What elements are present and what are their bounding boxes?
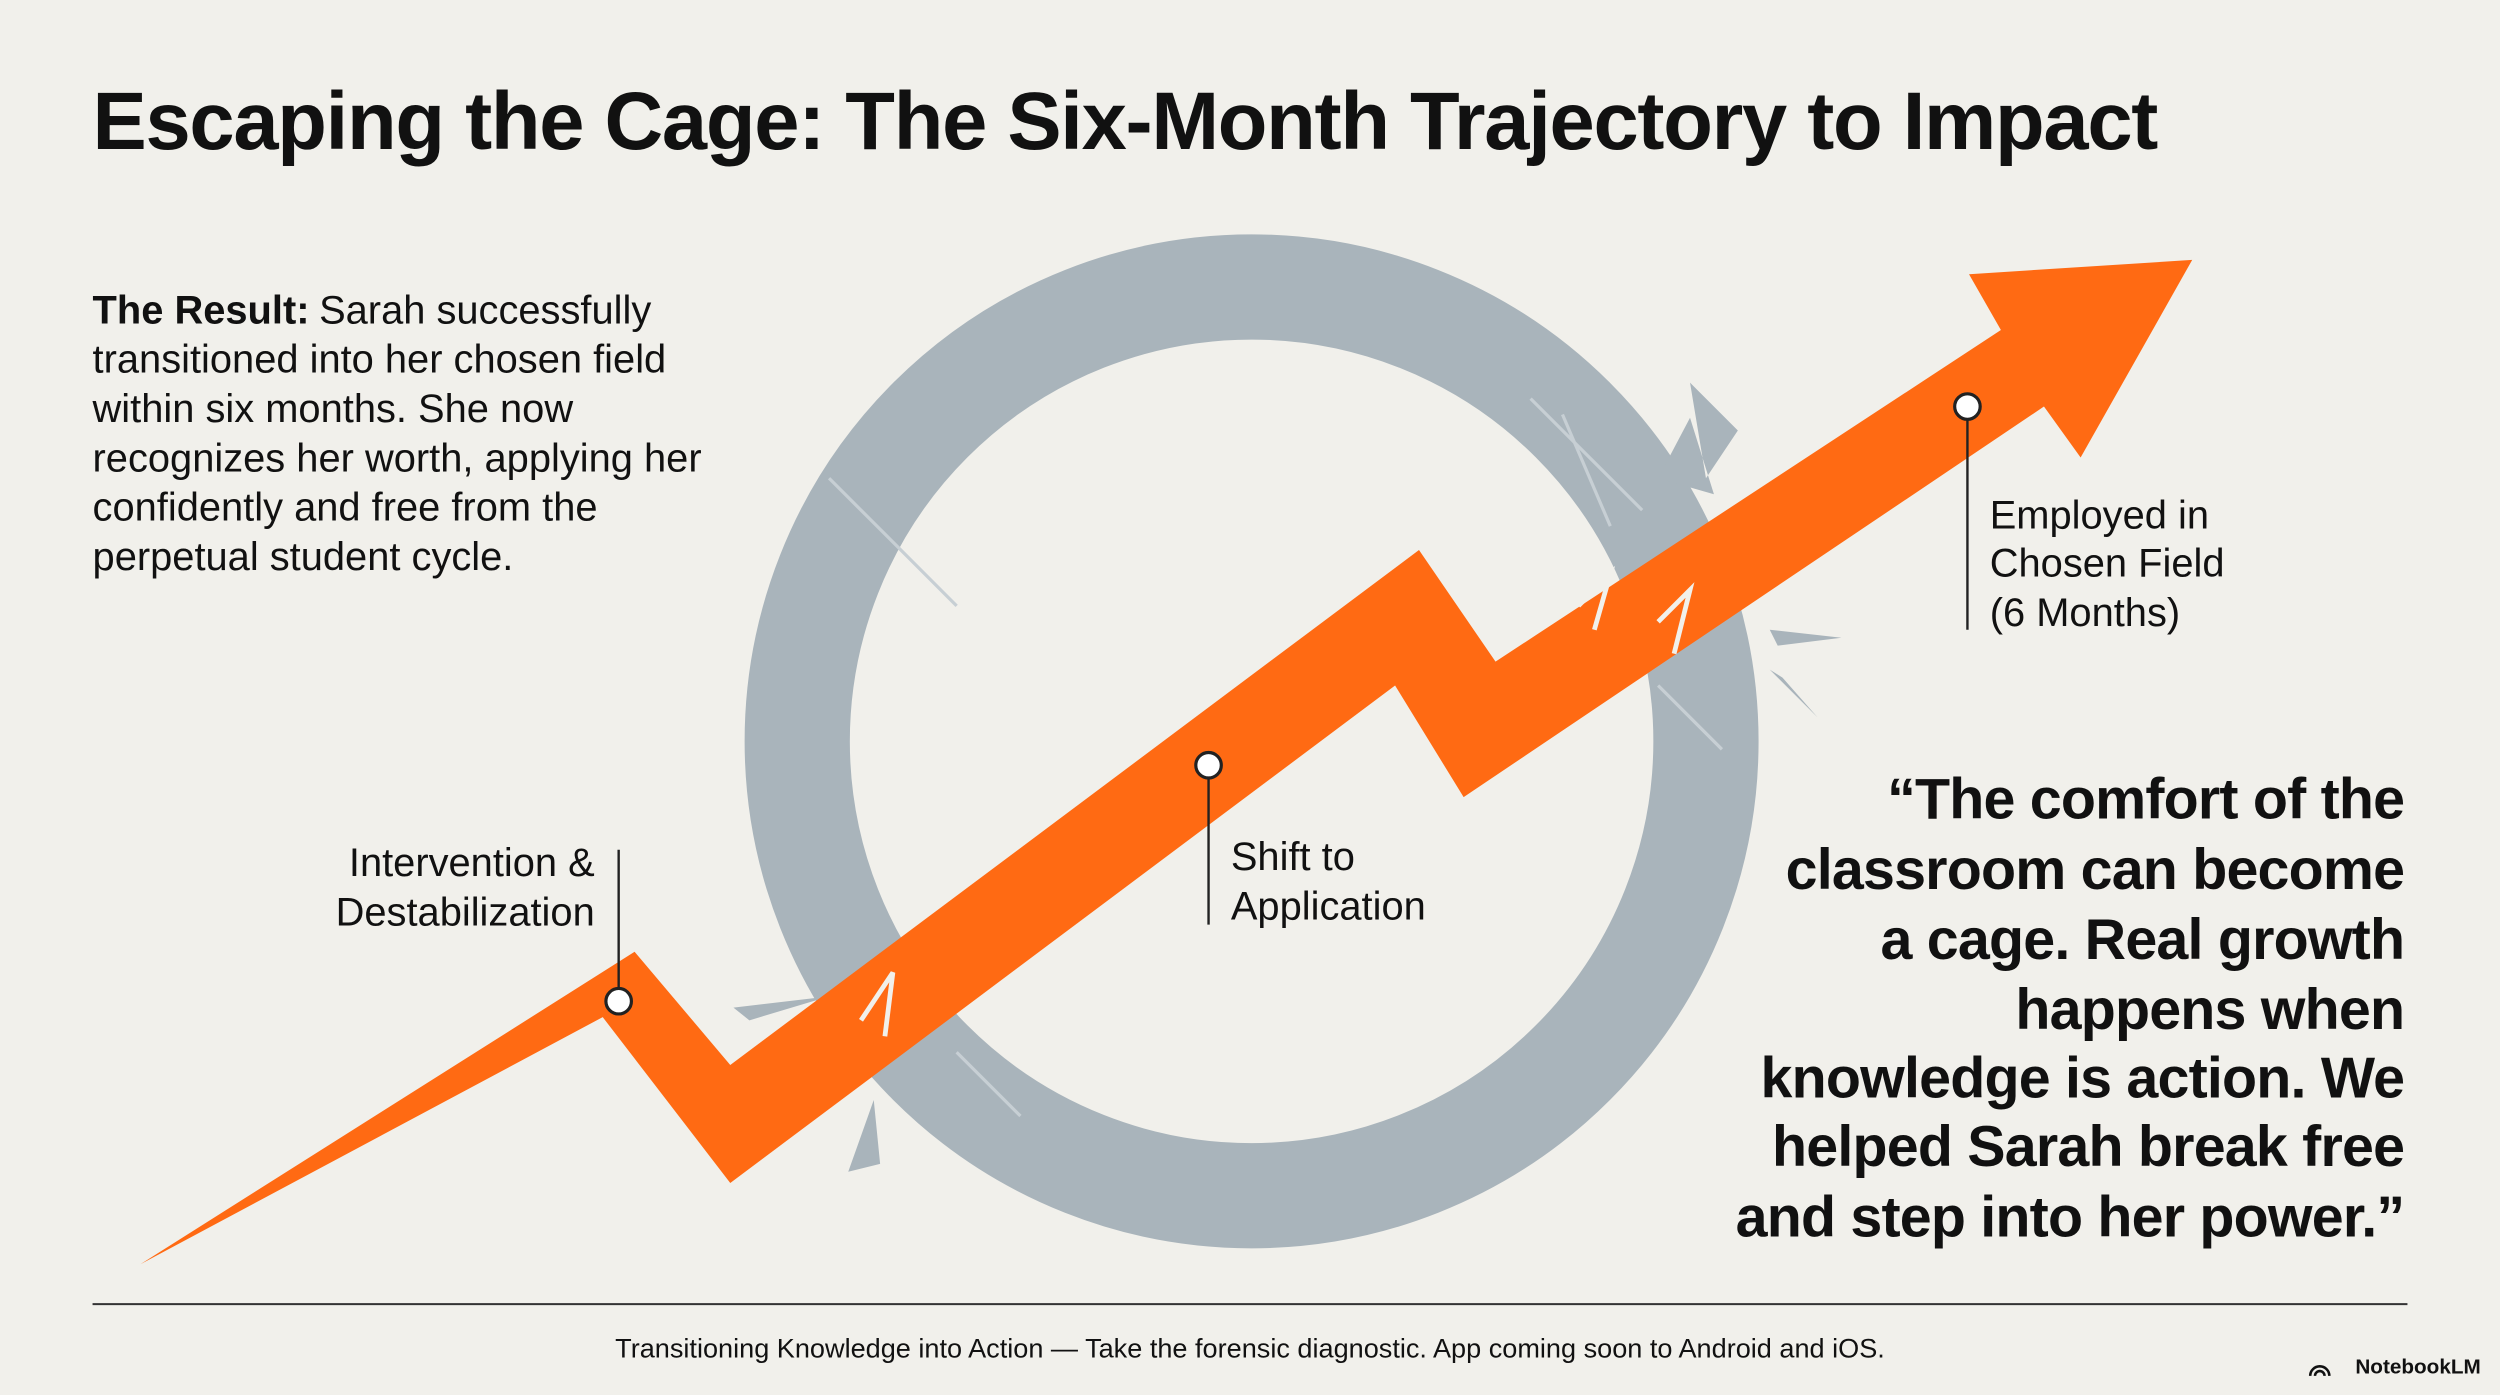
result-line: Sarah successfully: [319, 288, 651, 332]
result-line: transitioned into her chosen field: [93, 337, 667, 381]
result-text: The Result: Sarah successfully transition…: [92, 288, 702, 579]
milestone: Intervention & Destabilization: [336, 841, 634, 1016]
milestone-dot: [1953, 392, 1982, 421]
milestone-label: Shift to: [1231, 835, 1355, 879]
milestone-dot: [1194, 750, 1223, 780]
milestone-label: Destabilization: [336, 891, 595, 935]
quote-line: classroom can become: [1786, 838, 2405, 902]
result-label: The Result:: [93, 288, 310, 332]
milestone-label: Chosen Field: [1990, 542, 2225, 586]
milestone-label: Intervention &: [349, 841, 595, 885]
quote-line: knowledge is action. We: [1761, 1047, 2405, 1111]
footer-text: Transitioning Knowledge into Action — Ta…: [615, 1333, 1885, 1364]
milestone-dot: [604, 986, 634, 1016]
ring-cracks: [827, 397, 1724, 1118]
quote-line: and step into her power.”: [1736, 1185, 2405, 1249]
milestone-label: Application: [1231, 884, 1426, 928]
quote-line: a cage. Real growth: [1881, 908, 2405, 972]
brand: NotebookLM: [2355, 1355, 2480, 1378]
ring: [744, 234, 1759, 1249]
result-line: The Result: Sarah successfully: [93, 288, 652, 332]
quote-line: “The comfort of the: [1887, 768, 2404, 832]
result-line: confidently and free from the: [93, 486, 598, 530]
milestone: Employed in Chosen Field (6 Months): [1953, 392, 2225, 635]
milestone-label: Employed in: [1990, 494, 2209, 538]
result-line: within six months. She now: [92, 387, 574, 431]
quote: “The comfort of the classroom can become…: [1736, 768, 2405, 1250]
milestone-label: (6 Months): [1990, 591, 2180, 635]
quote-line: helped Sarah break free: [1772, 1115, 2404, 1179]
arrow-cracks: [859, 565, 1695, 1037]
milestone: Shift to Application: [1194, 750, 1426, 928]
cage-ring: [733, 234, 1842, 1249]
title: Escaping the Cage: The Six-Month Traject…: [93, 76, 2159, 167]
result-line: recognizes her worth, applying her: [93, 436, 702, 480]
brand-icon: [2308, 1365, 2331, 1377]
quote-line: happens when: [2015, 978, 2404, 1042]
trajectory-arrow: [140, 259, 2193, 1265]
result-line: perpetual student cycle.: [93, 535, 514, 579]
